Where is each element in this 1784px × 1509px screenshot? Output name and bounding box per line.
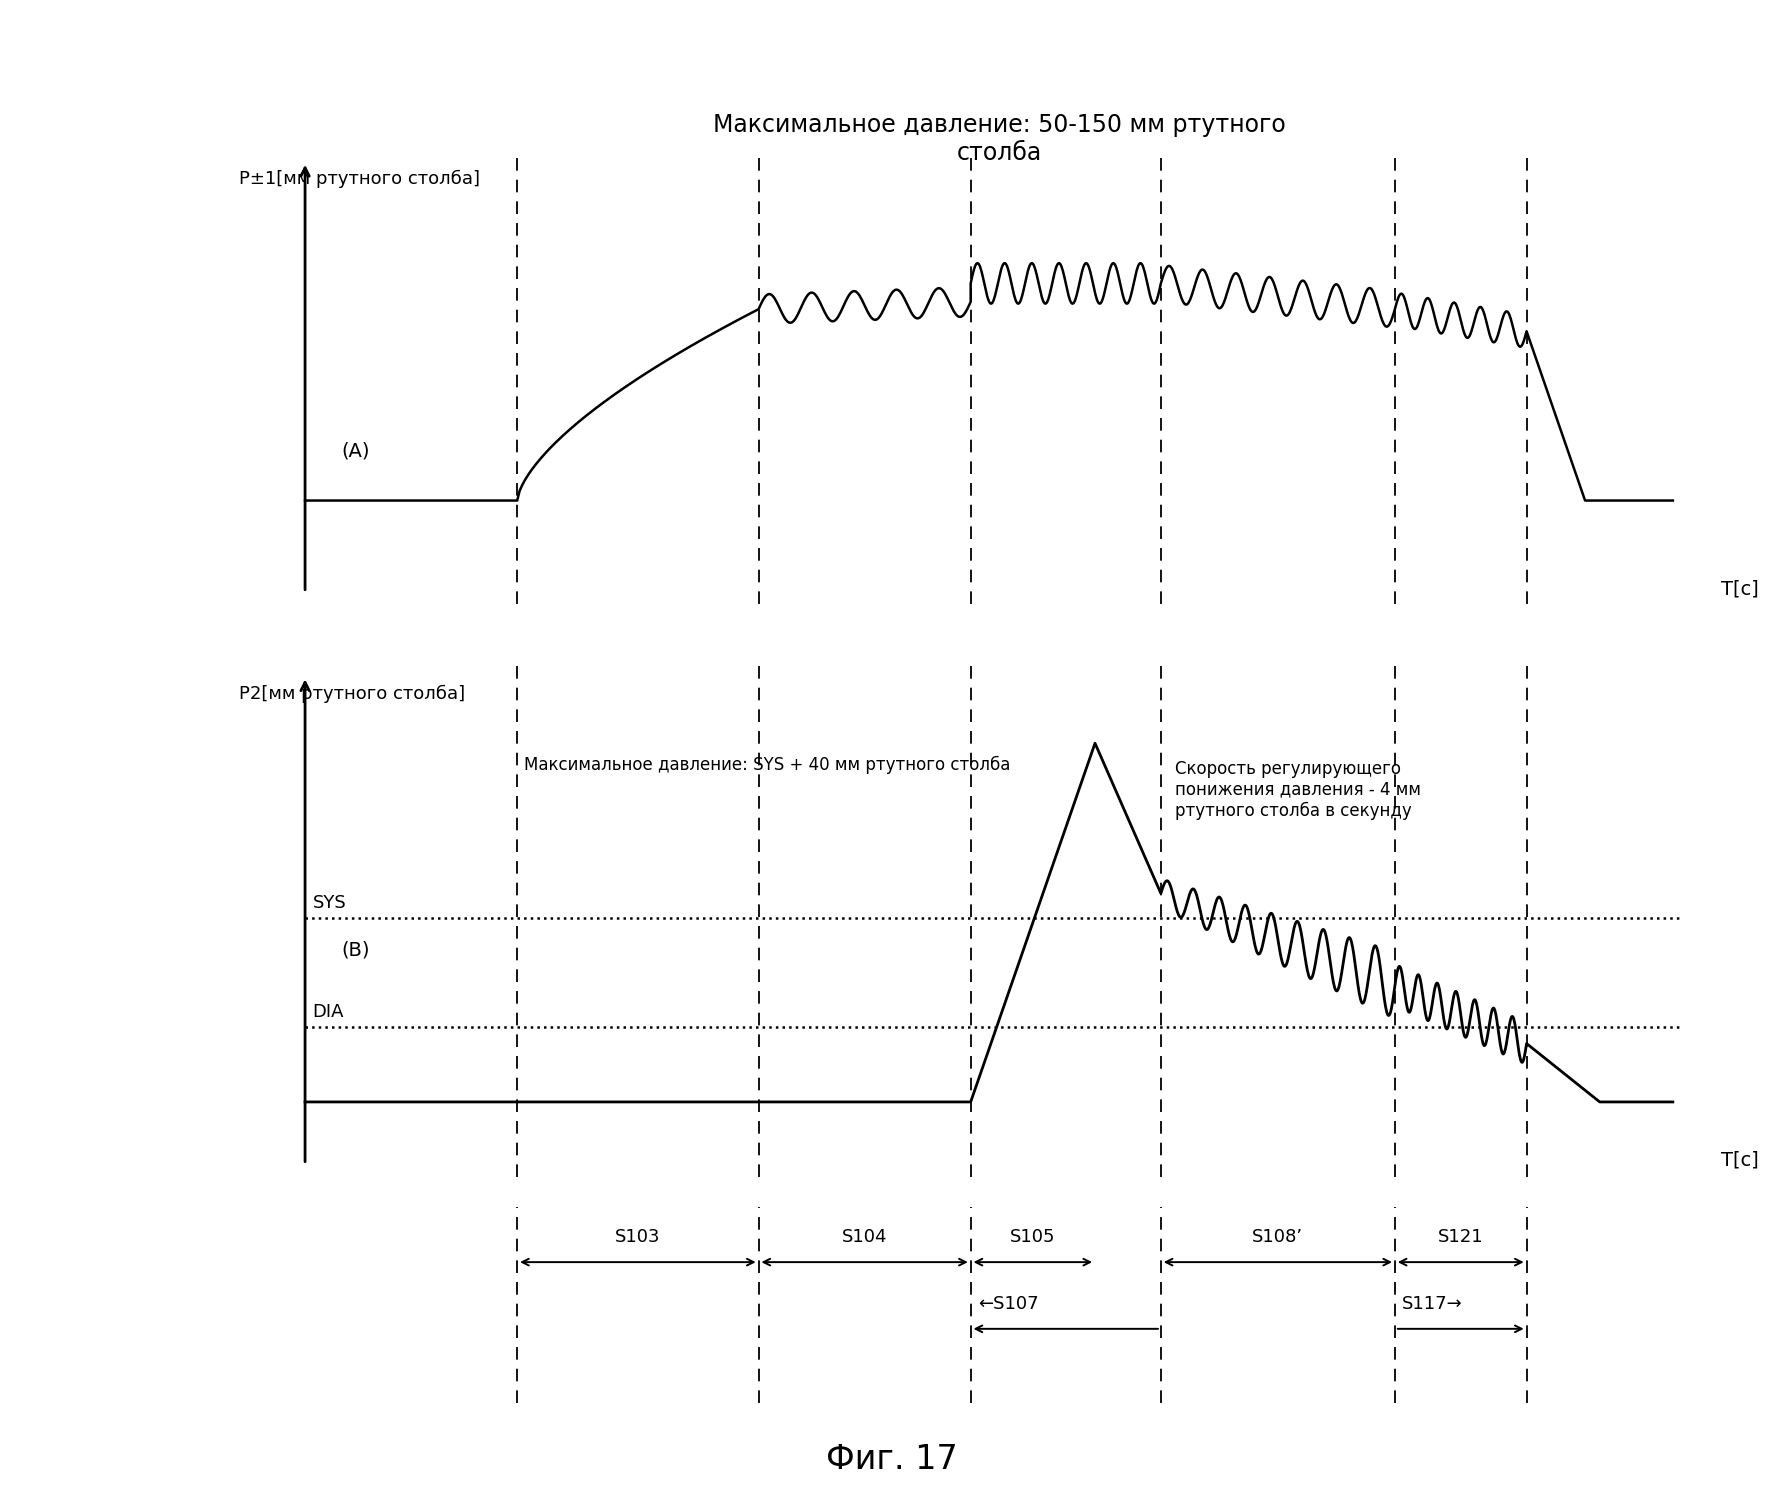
Text: Максимальное давление: 50-150 мм ртутного
столба: Максимальное давление: 50-150 мм ртутног… xyxy=(712,113,1286,164)
Text: ←S107: ←S107 xyxy=(978,1295,1038,1313)
Text: Фиг. 17: Фиг. 17 xyxy=(826,1443,958,1476)
Text: Р±1[мм ртутного столба]: Р±1[мм ртутного столба] xyxy=(239,169,480,187)
Text: SYS: SYS xyxy=(312,895,346,911)
Text: S108’: S108’ xyxy=(1252,1228,1304,1246)
Text: T[с]: T[с] xyxy=(1722,1151,1759,1169)
Text: S121: S121 xyxy=(1438,1228,1484,1246)
Text: (В): (В) xyxy=(343,942,369,960)
Text: S117→: S117→ xyxy=(1402,1295,1463,1313)
Text: Скорость регулирующего
понижения давления - 4 мм
ртутного столба в секунду: Скорость регулирующего понижения давлени… xyxy=(1176,761,1422,819)
Text: (A): (A) xyxy=(343,441,369,460)
Text: Максимальное давление: SYS + 40 мм ртутного столба: Максимальное давление: SYS + 40 мм ртутн… xyxy=(524,756,1012,774)
Text: DIA: DIA xyxy=(312,1002,344,1020)
Text: S104: S104 xyxy=(842,1228,887,1246)
Text: Р2[мм ртутного столба]: Р2[мм ртутного столба] xyxy=(239,685,466,703)
Text: T[с]: T[с] xyxy=(1722,579,1759,599)
Text: S105: S105 xyxy=(1010,1228,1056,1246)
Text: S103: S103 xyxy=(615,1228,660,1246)
